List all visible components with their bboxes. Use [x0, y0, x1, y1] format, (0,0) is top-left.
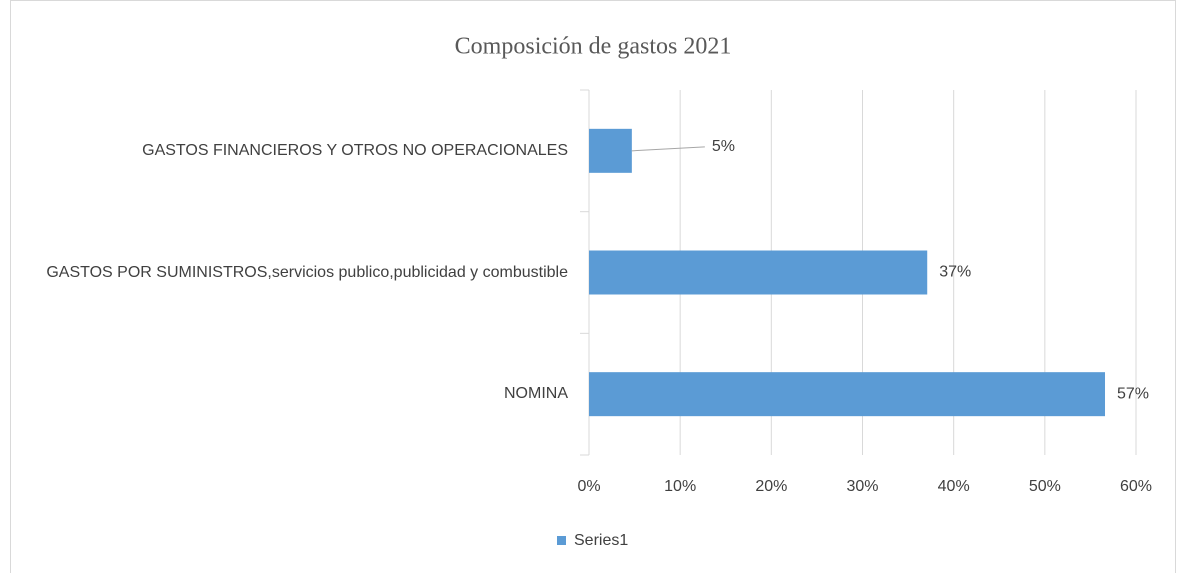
- data-label: 57%: [1117, 385, 1149, 402]
- x-tick-label: 0%: [577, 478, 600, 495]
- leader-line: [631, 146, 705, 152]
- legend-label: Series1: [574, 532, 628, 549]
- chart-title: Composición de gastos 2021: [455, 34, 732, 60]
- x-tick-label: 20%: [755, 478, 787, 495]
- y-tick-label-wrap: GASTOS FINANCIEROS Y OTROS NO OPERACIONA…: [10, 111, 568, 191]
- bar: [589, 128, 632, 173]
- bar: [589, 250, 928, 295]
- y-tick-label-wrap: NOMINA: [10, 354, 568, 434]
- y-tick-label-box: GASTOS FINANCIEROS Y OTROS NO OPERACIONA…: [10, 111, 568, 191]
- y-tick-label: NOMINA: [504, 385, 568, 403]
- x-tick-label: 50%: [1029, 478, 1061, 495]
- y-tick-label-box: GASTOS POR SUMINISTROS,servicios publico…: [10, 233, 568, 313]
- y-tick-label-wrap: GASTOS POR SUMINISTROS,servicios publico…: [10, 233, 568, 313]
- x-tick-label: 30%: [846, 478, 878, 495]
- y-tick-label-box: NOMINA: [10, 354, 568, 434]
- bar: [589, 372, 1106, 417]
- x-tick-label: 10%: [664, 478, 696, 495]
- y-tick-label: GASTOS POR SUMINISTROS,servicios publico…: [46, 263, 568, 281]
- legend-swatch: [557, 536, 566, 545]
- data-label: 37%: [939, 264, 971, 281]
- data-label: 5%: [712, 138, 735, 155]
- x-tick-label: 40%: [938, 478, 970, 495]
- x-tick-label: 60%: [1120, 478, 1152, 495]
- chart-frame: [10, 0, 1176, 573]
- y-tick-label: GASTOS FINANCIEROS Y OTROS NO OPERACIONA…: [142, 141, 568, 159]
